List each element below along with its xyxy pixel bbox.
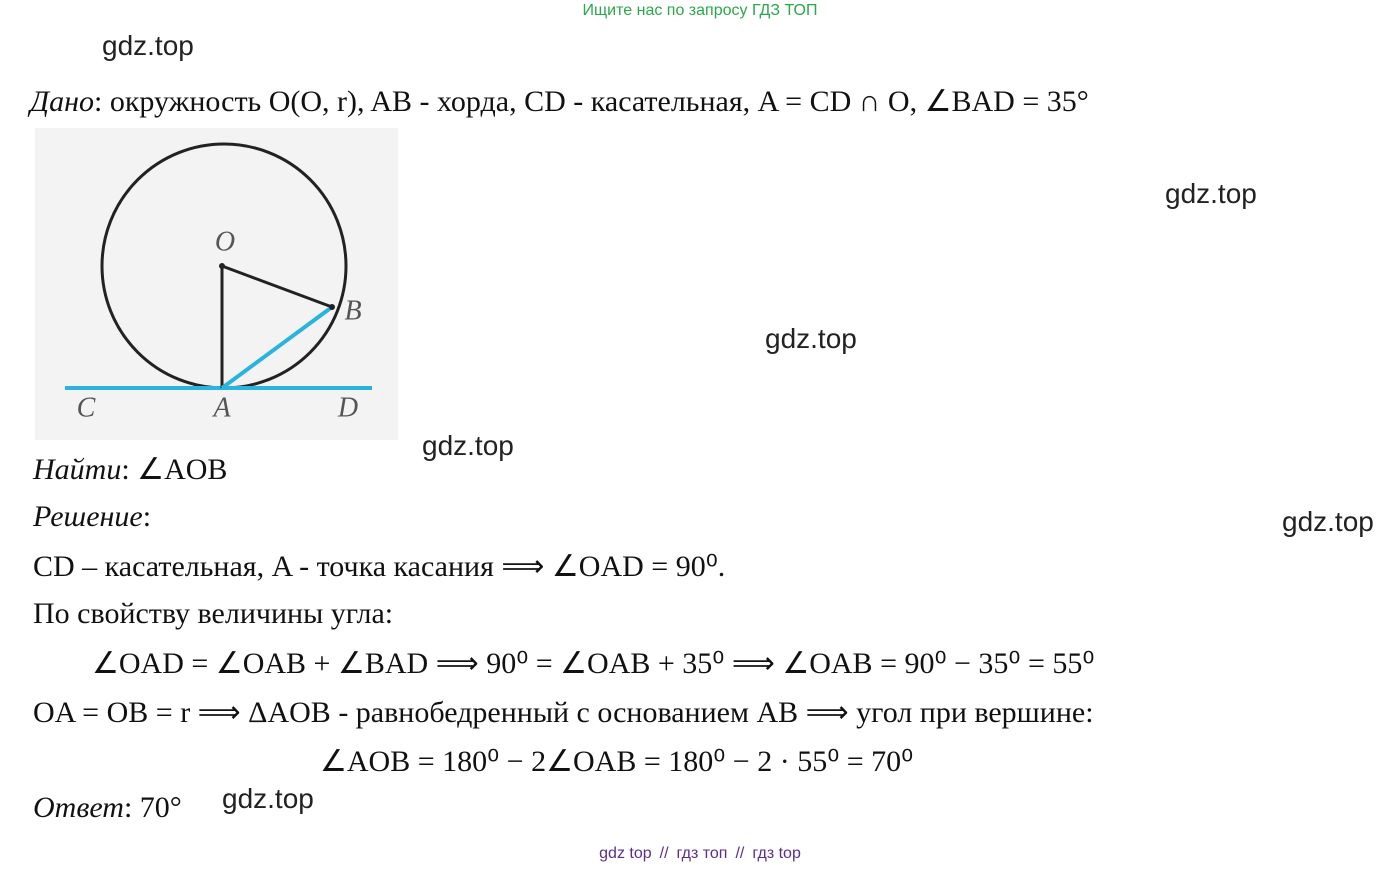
figure-label: O	[215, 226, 235, 257]
answer-label: Ответ	[33, 791, 124, 824]
footer-link[interactable]: гдз top	[752, 845, 801, 862]
given: Дано: окружность O(O, r), AB - хорда, CD…	[30, 84, 1089, 119]
watermark: gdz.top	[222, 783, 314, 814]
given-text: : окружность O(O, r), AB - хорда, CD - к…	[93, 85, 1089, 118]
solution-label: Решение	[33, 500, 143, 533]
footer-separator: //	[735, 845, 745, 862]
find: Найти: ∠AOB	[33, 452, 227, 487]
watermark: gdz.top	[1282, 506, 1374, 537]
point	[219, 263, 225, 269]
solution-line: OA = OB = r ⟹ ΔAOB - равнобедренный с ос…	[33, 696, 1094, 729]
footer-link[interactable]: гдз топ	[676, 845, 728, 862]
radius-ob	[221, 264, 333, 309]
watermark: gdz.top	[1165, 178, 1257, 209]
figure-label: A	[211, 392, 231, 423]
given-label: Дано	[30, 85, 94, 118]
footer: gdz top // гдз топ // гдз top	[0, 845, 1400, 863]
figure-label: C	[77, 392, 96, 423]
solution-line: CD – касательная, A - точка касания ⟹ ∠O…	[33, 550, 726, 583]
banner: Ищите нас по запросу ГДЗ ТОП	[582, 2, 818, 19]
solution: Решение:	[33, 500, 151, 534]
solution-line: ∠OAD = ∠OAB + ∠BAD ⟹ 90⁰ = ∠OAB + 35⁰ ⟹ …	[92, 647, 1095, 680]
solution-text: :	[142, 500, 152, 533]
figure-label: D	[337, 392, 358, 423]
answer-text: : 70°	[123, 791, 182, 824]
watermark: gdz.top	[765, 323, 857, 354]
watermark: gdz.top	[422, 430, 514, 461]
solution-line: ∠AOB = 180⁰ − 2∠OAB = 180⁰ − 2 · 55⁰ = 7…	[320, 745, 914, 778]
point	[329, 304, 335, 310]
figure: O B C A D	[35, 128, 398, 440]
footer-separator: //	[659, 845, 669, 862]
find-text: : ∠AOB	[121, 453, 228, 486]
figure-label: B	[344, 295, 361, 326]
solution-line: По свойству величины угла:	[33, 597, 394, 630]
find-label: Найти	[33, 453, 122, 486]
watermark: gdz.top	[102, 30, 194, 61]
chord-ab	[220, 305, 334, 390]
answer: Ответ: 70°	[33, 791, 182, 825]
footer-link[interactable]: gdz top	[599, 845, 652, 862]
